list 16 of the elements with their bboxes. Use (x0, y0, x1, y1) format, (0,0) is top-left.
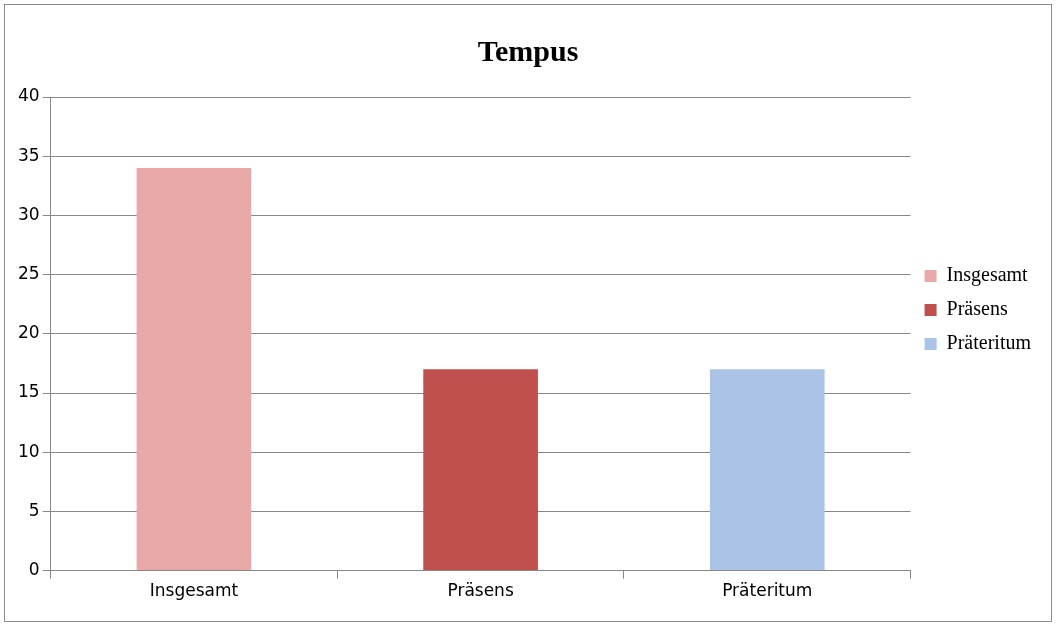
x-tick-label: Insgesamt (149, 580, 239, 601)
y-tick-label: 10 (17, 440, 40, 461)
chart-title: Tempus (477, 33, 579, 67)
legend-label: Insgesamt (946, 263, 1029, 287)
y-tick-label: 5 (28, 499, 40, 520)
legend-label: Präsens (946, 297, 1008, 320)
legend-label: Präteritum (946, 331, 1032, 354)
y-tick-label: 30 (17, 203, 40, 224)
y-tick-label: 25 (17, 263, 40, 284)
y-tick-label: 0 (28, 559, 40, 580)
y-tick-label: 15 (17, 381, 40, 402)
x-tick-label: Präsens (447, 580, 514, 601)
x-tick-label: Präteritum (722, 580, 813, 601)
y-tick-label: 20 (17, 322, 40, 343)
y-tick-label: 35 (17, 144, 40, 165)
y-tick-label: 40 (17, 85, 40, 106)
